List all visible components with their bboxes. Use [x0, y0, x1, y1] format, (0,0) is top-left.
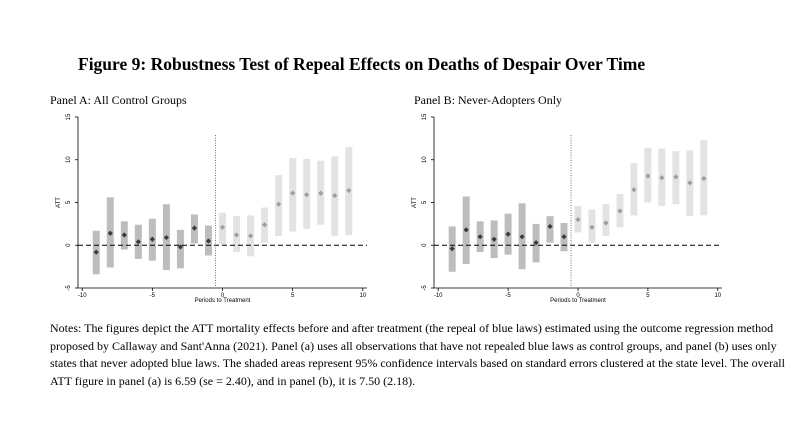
b-x-tick-label: 5	[646, 293, 650, 299]
a-x-axis-label: Periods to Treatment	[195, 298, 251, 304]
a-pre-point	[163, 234, 169, 241]
a-x-tick-label: 5	[291, 293, 295, 299]
b-post-point	[701, 175, 707, 182]
figure-title: Figure 9: Robustness Test of Repeal Effe…	[78, 54, 646, 74]
a-y-tick-label: 10	[66, 156, 72, 163]
b-post-point	[617, 208, 623, 214]
a-post-point	[247, 233, 254, 239]
a-pre-point	[191, 225, 198, 231]
b-y-tick-label: 0	[422, 243, 428, 247]
b-post-point	[603, 220, 609, 226]
a-post-point	[318, 190, 324, 196]
a-y-tick-label: 5	[66, 200, 72, 204]
b-post-point	[575, 217, 581, 223]
b-post-point	[631, 187, 637, 193]
a-x-tick-label: -5	[150, 293, 156, 299]
b-post-point	[645, 173, 651, 179]
a-y-axis-label: ATT	[56, 197, 62, 208]
b-post-point	[589, 224, 595, 230]
b-pre-point	[519, 234, 525, 240]
a-post-point	[304, 192, 310, 198]
b-y-tick-label: -5	[422, 285, 428, 291]
b-pre-point	[491, 236, 497, 242]
figure-notes: Notes: The figures depict the ATT mortal…	[50, 321, 785, 388]
a-pre-point	[177, 244, 184, 250]
b-pre-point	[533, 240, 539, 246]
a-post-point	[276, 201, 282, 207]
b-pre-point	[449, 246, 455, 252]
a-y-tick-label: -5	[66, 285, 72, 291]
b-x-axis-label: Periods to Treatment	[550, 298, 606, 304]
b-pre-ci-bar	[546, 216, 554, 243]
b-x-tick-label: 0	[576, 293, 580, 299]
b-y-axis-label: ATT	[412, 197, 418, 208]
b-pre-point	[463, 227, 469, 233]
b-x-tick-label: -10	[434, 293, 443, 299]
b-x-tick-label: -5	[505, 293, 511, 299]
b-pre-point	[505, 231, 511, 237]
b-y-tick-label: 5	[422, 200, 428, 204]
b-pre-point	[561, 234, 567, 240]
a-post-point	[332, 193, 338, 199]
a-post-point	[219, 224, 226, 230]
a-pre-point	[135, 239, 141, 245]
a-pre-point	[107, 230, 113, 236]
b-y-tick-label: 10	[422, 156, 428, 163]
a-x-tick-label: -10	[78, 293, 87, 299]
panel-a-title: Panel A: All Control Groups	[50, 93, 187, 107]
a-x-tick-label: 10	[359, 293, 366, 299]
a-post-point	[290, 190, 296, 196]
b-post-point	[687, 180, 693, 186]
a-y-tick-label: 0	[66, 243, 72, 247]
a-x-tick-label: 0	[221, 293, 225, 299]
b-post-point	[659, 175, 665, 181]
b-post-ci-bar	[602, 204, 610, 236]
panel-b-title: Panel B: Never-Adopters Only	[414, 93, 563, 107]
b-post-point	[673, 174, 679, 180]
a-pre-point	[93, 249, 99, 255]
a-y-tick-label: 15	[66, 113, 72, 120]
b-pre-point	[477, 234, 483, 240]
b-x-tick-label: 10	[714, 293, 721, 299]
a-pre-point	[205, 238, 212, 244]
a-post-point	[346, 187, 352, 194]
a-post-point	[261, 222, 268, 228]
a-pre-point	[149, 236, 155, 242]
b-y-tick-label: 15	[422, 113, 428, 120]
a-post-point	[233, 232, 240, 238]
a-pre-point	[121, 232, 127, 238]
b-pre-point	[547, 223, 553, 230]
